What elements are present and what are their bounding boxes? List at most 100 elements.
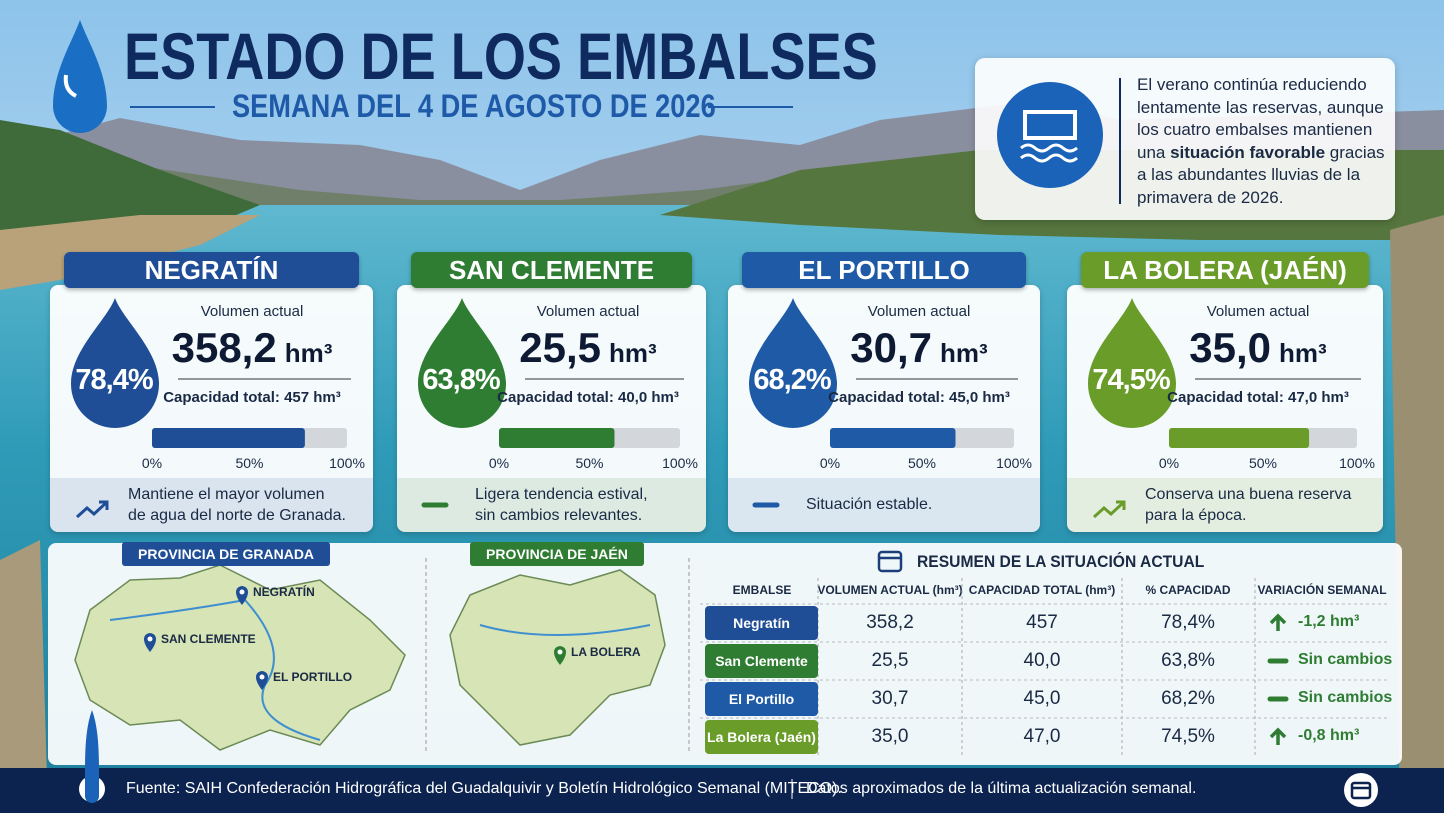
volume-value: 35,0 [1189,324,1272,371]
drop-icon [53,20,107,133]
trend-icon [752,502,780,508]
cell: 45,0 [1023,688,1061,709]
row-name: San Clemente [705,644,818,678]
card-rule [856,378,1018,380]
province-shape [74,564,406,751]
cell: 78,4% [1161,612,1215,633]
gauge-scale-label: 100% [1339,455,1375,471]
gauge-scale-label: 0% [819,455,841,471]
footer-source: Fuente: SAIH Confederación Hidrográfica … [126,780,842,797]
drop [84,710,100,803]
cell: 63,8% [1161,650,1215,671]
card-rule [1195,378,1361,380]
map-title: PROVINCIA DE JAÉN [470,542,644,566]
capacity: Capacidad total: 457 hm³ [163,389,341,406]
trend-icon [1092,500,1126,519]
volume-unit: hm³ [284,338,333,368]
gauge-fill [499,428,615,448]
gauge-scale-label: 100% [662,455,698,471]
volume: 35,0 hm³ [1148,324,1368,372]
subtitle-rules [130,106,793,108]
table-title: RESUMEN DE LA SITUACIÓN ACTUAL [917,552,1205,571]
cell: 74,5% [1161,726,1215,747]
drop [749,298,837,428]
variation-icon [1267,696,1289,702]
drop [418,298,506,428]
capacity: Capacidad total: 45,0 hm³ [828,389,1010,406]
variation: Sin cambios [1298,689,1393,706]
calendar [877,550,903,573]
card-rule [178,378,351,380]
gauge-scale-label: 0% [1158,455,1180,471]
arrow-up [1269,727,1287,745]
gauge-label: 78,4% [75,364,153,396]
volume-label: Volumen actual [867,303,971,320]
map [449,569,666,746]
column-header: VARIACIÓN SEMANAL [1257,583,1387,597]
trend-text: para la época. [1145,507,1247,524]
map-place: SAN CLEMENTE [161,632,256,646]
gauge-drop [71,298,159,428]
dam [1023,110,1077,140]
map-place: EL PORTILLO [273,670,353,684]
card-header: EL PORTILLO [742,252,1026,288]
cell: 40,0 [1023,650,1061,671]
cell: 68,2% [1161,688,1215,709]
footer-bar [0,768,1444,813]
cell: 358,2 [866,612,914,633]
variation-icon [1269,727,1287,745]
pin [144,633,156,652]
gauge-scale-label: 50% [575,455,604,471]
volume-value: 25,5 [519,324,602,371]
map [74,564,406,751]
variation: -1,2 hm³ [1298,613,1360,630]
cell: 25,5 [871,650,909,671]
drop-small [85,780,99,800]
gauge-label: 68,2% [753,364,831,396]
title-icon [53,20,107,133]
note-text: gracias a las abundantes lluvias de la p… [1137,142,1385,207]
capacity: Capacidad total: 47,0 hm³ [1167,389,1349,406]
row-name: Negratín [705,606,818,640]
table-icon [877,550,903,573]
cell: 457 [1026,612,1058,633]
pin [256,671,268,690]
gauge-scale-label: 50% [907,455,937,471]
note-text: situación favorable [1170,142,1326,162]
panel-dividers [425,558,690,753]
gauge-bar [1169,428,1357,448]
gauge-drop [1088,298,1176,428]
footer-note: Datos aproximados de la última actualiza… [806,780,1197,797]
gauge-drop [749,298,837,428]
row-name: El Portillo [705,682,818,716]
trend-icon [421,502,449,508]
trend-text: sin cambios relevantes. [475,507,643,524]
gauge-label: 74,5% [1092,364,1170,396]
variation-icon [1267,658,1289,664]
trend-text: Situación estable. [806,496,933,513]
note-text: El verano continúa reduciendo lentamente… [1137,75,1384,162]
gauge-bar [152,428,347,448]
variation: Sin cambios [1298,651,1393,668]
pin-dot [557,649,563,655]
card-header: LA BOLERA (JAÉN) [1081,252,1369,288]
title: ESTADO DE LOS EMBALSES [124,19,878,93]
footer-icon [79,710,105,803]
note-icon [997,82,1103,188]
card-rule [525,378,684,380]
footer-calendar [1344,773,1378,807]
pin-dot [147,636,153,642]
waves [1020,143,1078,163]
gauge-fill [1169,428,1310,448]
gauge-drop [418,298,506,428]
column-header: EMBALSE [732,583,792,597]
table-grid [700,578,1390,756]
river [479,624,651,636]
gauge-scale-label: 50% [1248,455,1278,471]
pin-dot [239,589,245,595]
drop [71,298,159,428]
cell: 47,0 [1023,726,1061,747]
volume-label: Volumen actual [200,303,304,320]
pin [554,646,566,665]
gauge-scale-label: 0% [141,455,163,471]
